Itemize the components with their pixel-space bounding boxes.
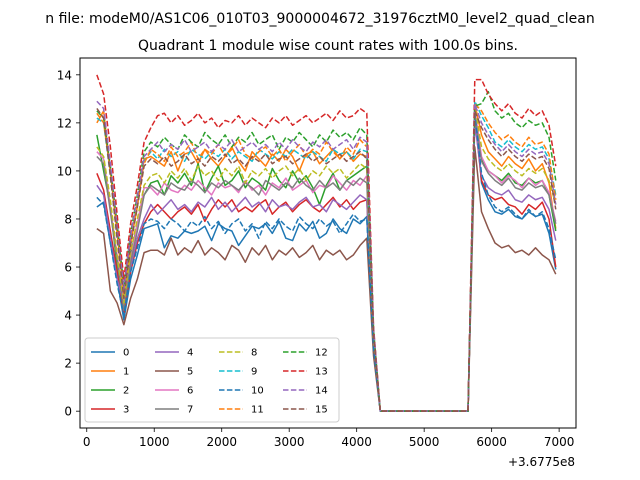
chart-title: Quadrant 1 module wise count rates with … xyxy=(138,38,518,54)
legend-label-8: 8 xyxy=(251,348,257,359)
legend-label-0: 0 xyxy=(123,348,129,359)
legend-label-12: 12 xyxy=(315,348,328,359)
legend-label-11: 11 xyxy=(251,405,264,416)
x-tick-label: 3000 xyxy=(274,435,305,449)
series-line-13 xyxy=(96,74,557,412)
x-offset-label: +3.6775e8 xyxy=(508,455,575,469)
figure-title: n file: modeM0/AS1C06_010T03_9000004672_… xyxy=(45,11,594,27)
x-tick-label: 6000 xyxy=(476,435,507,449)
y-tick-label: 14 xyxy=(57,68,72,82)
legend-label-4: 4 xyxy=(187,348,193,359)
y-tick-label: 4 xyxy=(64,309,72,323)
series-line-6 xyxy=(96,107,557,412)
series-line-5 xyxy=(96,146,557,412)
y-tick-label: 2 xyxy=(64,357,72,371)
legend-label-6: 6 xyxy=(187,386,193,397)
series-line-4 xyxy=(96,122,557,412)
x-tick-label: 7000 xyxy=(544,435,575,449)
series-line-10 xyxy=(96,112,557,412)
legend-label-14: 14 xyxy=(315,386,328,397)
series-line-11 xyxy=(96,102,557,412)
legend-label-13: 13 xyxy=(315,367,328,378)
series-layer xyxy=(96,74,557,412)
y-tick-label: 8 xyxy=(64,212,72,226)
y-tick-label: 12 xyxy=(57,116,72,130)
x-axis: 0 1000 2000 3000 4000 5000 6000 7000 xyxy=(83,428,574,449)
legend-label-15: 15 xyxy=(315,405,328,416)
legend-label-7: 7 xyxy=(187,405,193,416)
y-tick-label: 6 xyxy=(64,261,72,275)
x-tick-label: 0 xyxy=(83,435,91,449)
series-line-8 xyxy=(96,105,557,412)
series-line-14 xyxy=(96,100,557,412)
series-line-0 xyxy=(96,105,557,412)
legend-label-2: 2 xyxy=(123,386,129,397)
legend-box xyxy=(84,337,340,423)
series-line-1 xyxy=(96,102,557,412)
legend-label-10: 10 xyxy=(251,386,264,397)
legend-label-1: 1 xyxy=(123,367,129,378)
y-tick-label: 10 xyxy=(57,164,72,178)
legend-label-3: 3 xyxy=(123,405,129,416)
x-tick-label: 5000 xyxy=(409,435,440,449)
x-tick-label: 4000 xyxy=(341,435,372,449)
series-line-7 xyxy=(96,114,557,412)
y-axis: 0 2 4 6 8 10 12 14 xyxy=(57,68,80,419)
y-tick-label: 0 xyxy=(64,405,72,419)
legend-label-5: 5 xyxy=(187,367,193,378)
series-line-9 xyxy=(96,100,557,412)
plot-frame xyxy=(79,57,577,429)
x-tick-label: 1000 xyxy=(139,435,170,449)
series-line-15 xyxy=(96,108,557,412)
x-tick-label: 2000 xyxy=(206,435,237,449)
legend-label-9: 9 xyxy=(251,367,257,378)
